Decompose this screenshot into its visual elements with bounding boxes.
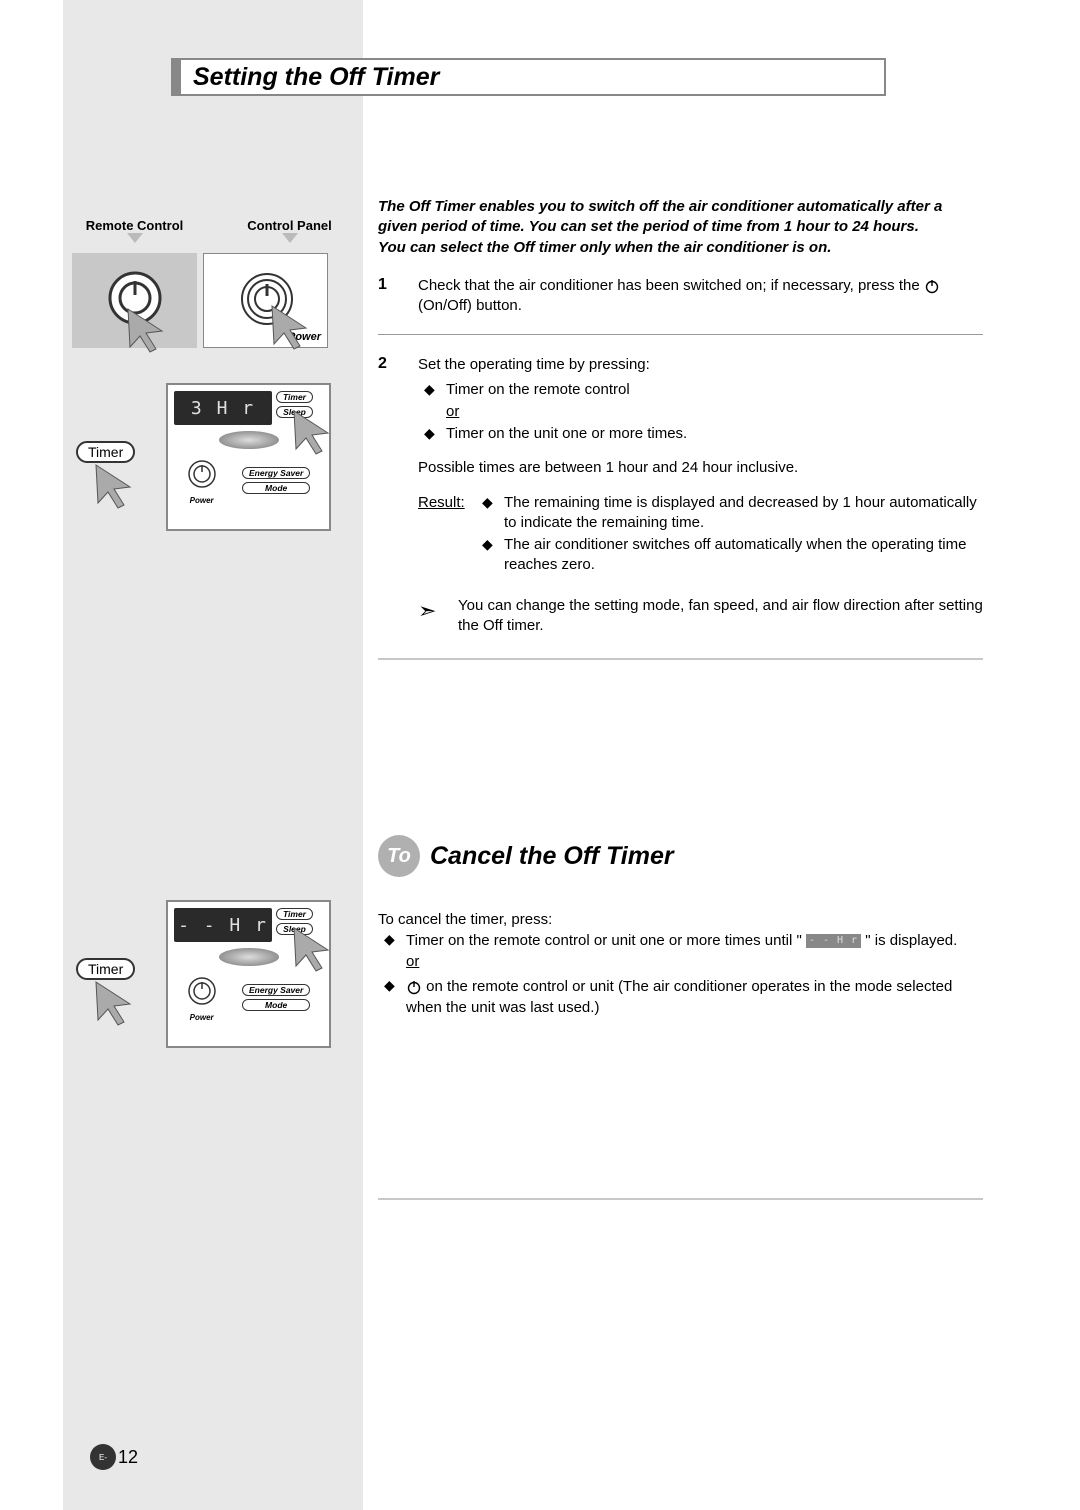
power-button-small-icon: [187, 976, 217, 1006]
step-2-bullet-2: Timer on the unit one or more times.: [446, 424, 983, 444]
power-button-small-icon: [187, 459, 217, 489]
or-text: or: [446, 402, 983, 422]
hand-pointer-icon: [288, 405, 338, 455]
step-2: 2 Set the operating time by pressing: ◆T…: [378, 355, 983, 636]
title-bar: Setting the Off Timer: [171, 58, 886, 96]
or-text: or: [406, 953, 419, 970]
bullet-icon: ◆: [418, 380, 446, 400]
cancel-b1b: " is displayed.: [865, 932, 957, 949]
separator: [378, 658, 983, 660]
timer-pill: Timer: [276, 908, 313, 920]
fan-indicator: [219, 948, 279, 966]
page-title: Setting the Off Timer: [193, 63, 439, 92]
timer-pill: Timer: [276, 391, 313, 403]
page-prefix-badge: E-: [90, 1444, 116, 1470]
power-label-small: Power: [187, 1013, 217, 1022]
illustration-power-buttons: Remote Control Control Panel Power: [72, 218, 352, 348]
bullet-icon: ◆: [378, 930, 406, 972]
page-number: E- 12: [90, 1444, 138, 1470]
step-number: 2: [378, 355, 418, 636]
bullet-icon: ◆: [378, 976, 406, 1018]
hand-pointer-icon: [266, 300, 316, 350]
bullet-icon: ◆: [476, 493, 504, 534]
hr-badge: - - H r: [806, 934, 861, 948]
hand-pointer-icon: [288, 922, 338, 972]
remote-control-label: Remote Control: [72, 218, 197, 233]
section-2-title: Cancel the Off Timer: [430, 842, 674, 871]
page-number-value: 12: [118, 1447, 138, 1468]
step-number: 1: [378, 276, 418, 317]
result-label: Result:: [418, 493, 476, 578]
arrow-down-icon: [282, 233, 298, 243]
mode-pill: Mode: [242, 999, 310, 1011]
energy-saver-pill: Energy Saver: [242, 984, 310, 996]
control-panel: - - H r Timer Sleep Power Energy Saver M…: [166, 900, 331, 1048]
power-icon: [406, 979, 422, 995]
bullet-icon: ◆: [476, 535, 504, 576]
result-2: The air conditioner switches off automat…: [504, 535, 983, 576]
section-cancel-timer: To Cancel the Off Timer To cancel the ti…: [378, 835, 983, 1222]
energy-saver-pill: Energy Saver: [242, 467, 310, 479]
power-icon: [924, 278, 940, 294]
step-1-text-b: (On/Off) button.: [418, 297, 522, 314]
manual-page: Setting the Off Timer Remote Control Con…: [0, 0, 1080, 1510]
control-panel-label: Control Panel: [227, 218, 352, 233]
step-2-lead: Set the operating time by pressing:: [418, 355, 983, 375]
mode-pill: Mode: [242, 482, 310, 494]
step-2-bullet-1: Timer on the remote control: [446, 380, 983, 400]
step-1-text-a: Check that the air conditioner has been …: [418, 277, 924, 294]
separator: [378, 1198, 983, 1200]
hand-pointer-icon: [122, 303, 172, 353]
main-content: The Off Timer enables you to switch off …: [378, 197, 983, 682]
arrow-down-icon: [127, 233, 143, 243]
lcd-display: 3 H r: [174, 391, 272, 425]
hand-pointer-icon: [90, 459, 140, 509]
lcd-display: - - H r: [174, 908, 272, 942]
cancel-b1a: Timer on the remote control or unit one …: [406, 932, 806, 949]
possible-times: Possible times are between 1 hour and 24…: [418, 458, 983, 478]
hand-pointer-icon: [90, 976, 140, 1026]
note-text: You can change the setting mode, fan spe…: [458, 596, 983, 637]
unit-power-panel: Power: [203, 253, 328, 348]
result-1: The remaining time is displayed and decr…: [504, 493, 983, 534]
to-badge: To: [378, 835, 420, 877]
intro-text: The Off Timer enables you to switch off …: [378, 197, 983, 258]
note-arrow-icon: ➣: [418, 596, 458, 637]
step-1: 1 Check that the air conditioner has bee…: [378, 276, 983, 317]
bullet-icon: ◆: [418, 424, 446, 444]
cancel-lead: To cancel the timer, press:: [378, 909, 983, 930]
separator: [378, 334, 983, 335]
fan-indicator: [219, 431, 279, 449]
control-panel: 3 H r Timer Sleep Power Energy Saver Mod…: [166, 383, 331, 531]
remote-power-panel: [72, 253, 197, 348]
title-tab: [173, 60, 181, 94]
cancel-b2: on the remote control or unit (The air c…: [406, 978, 952, 1016]
power-label-small: Power: [187, 496, 217, 505]
